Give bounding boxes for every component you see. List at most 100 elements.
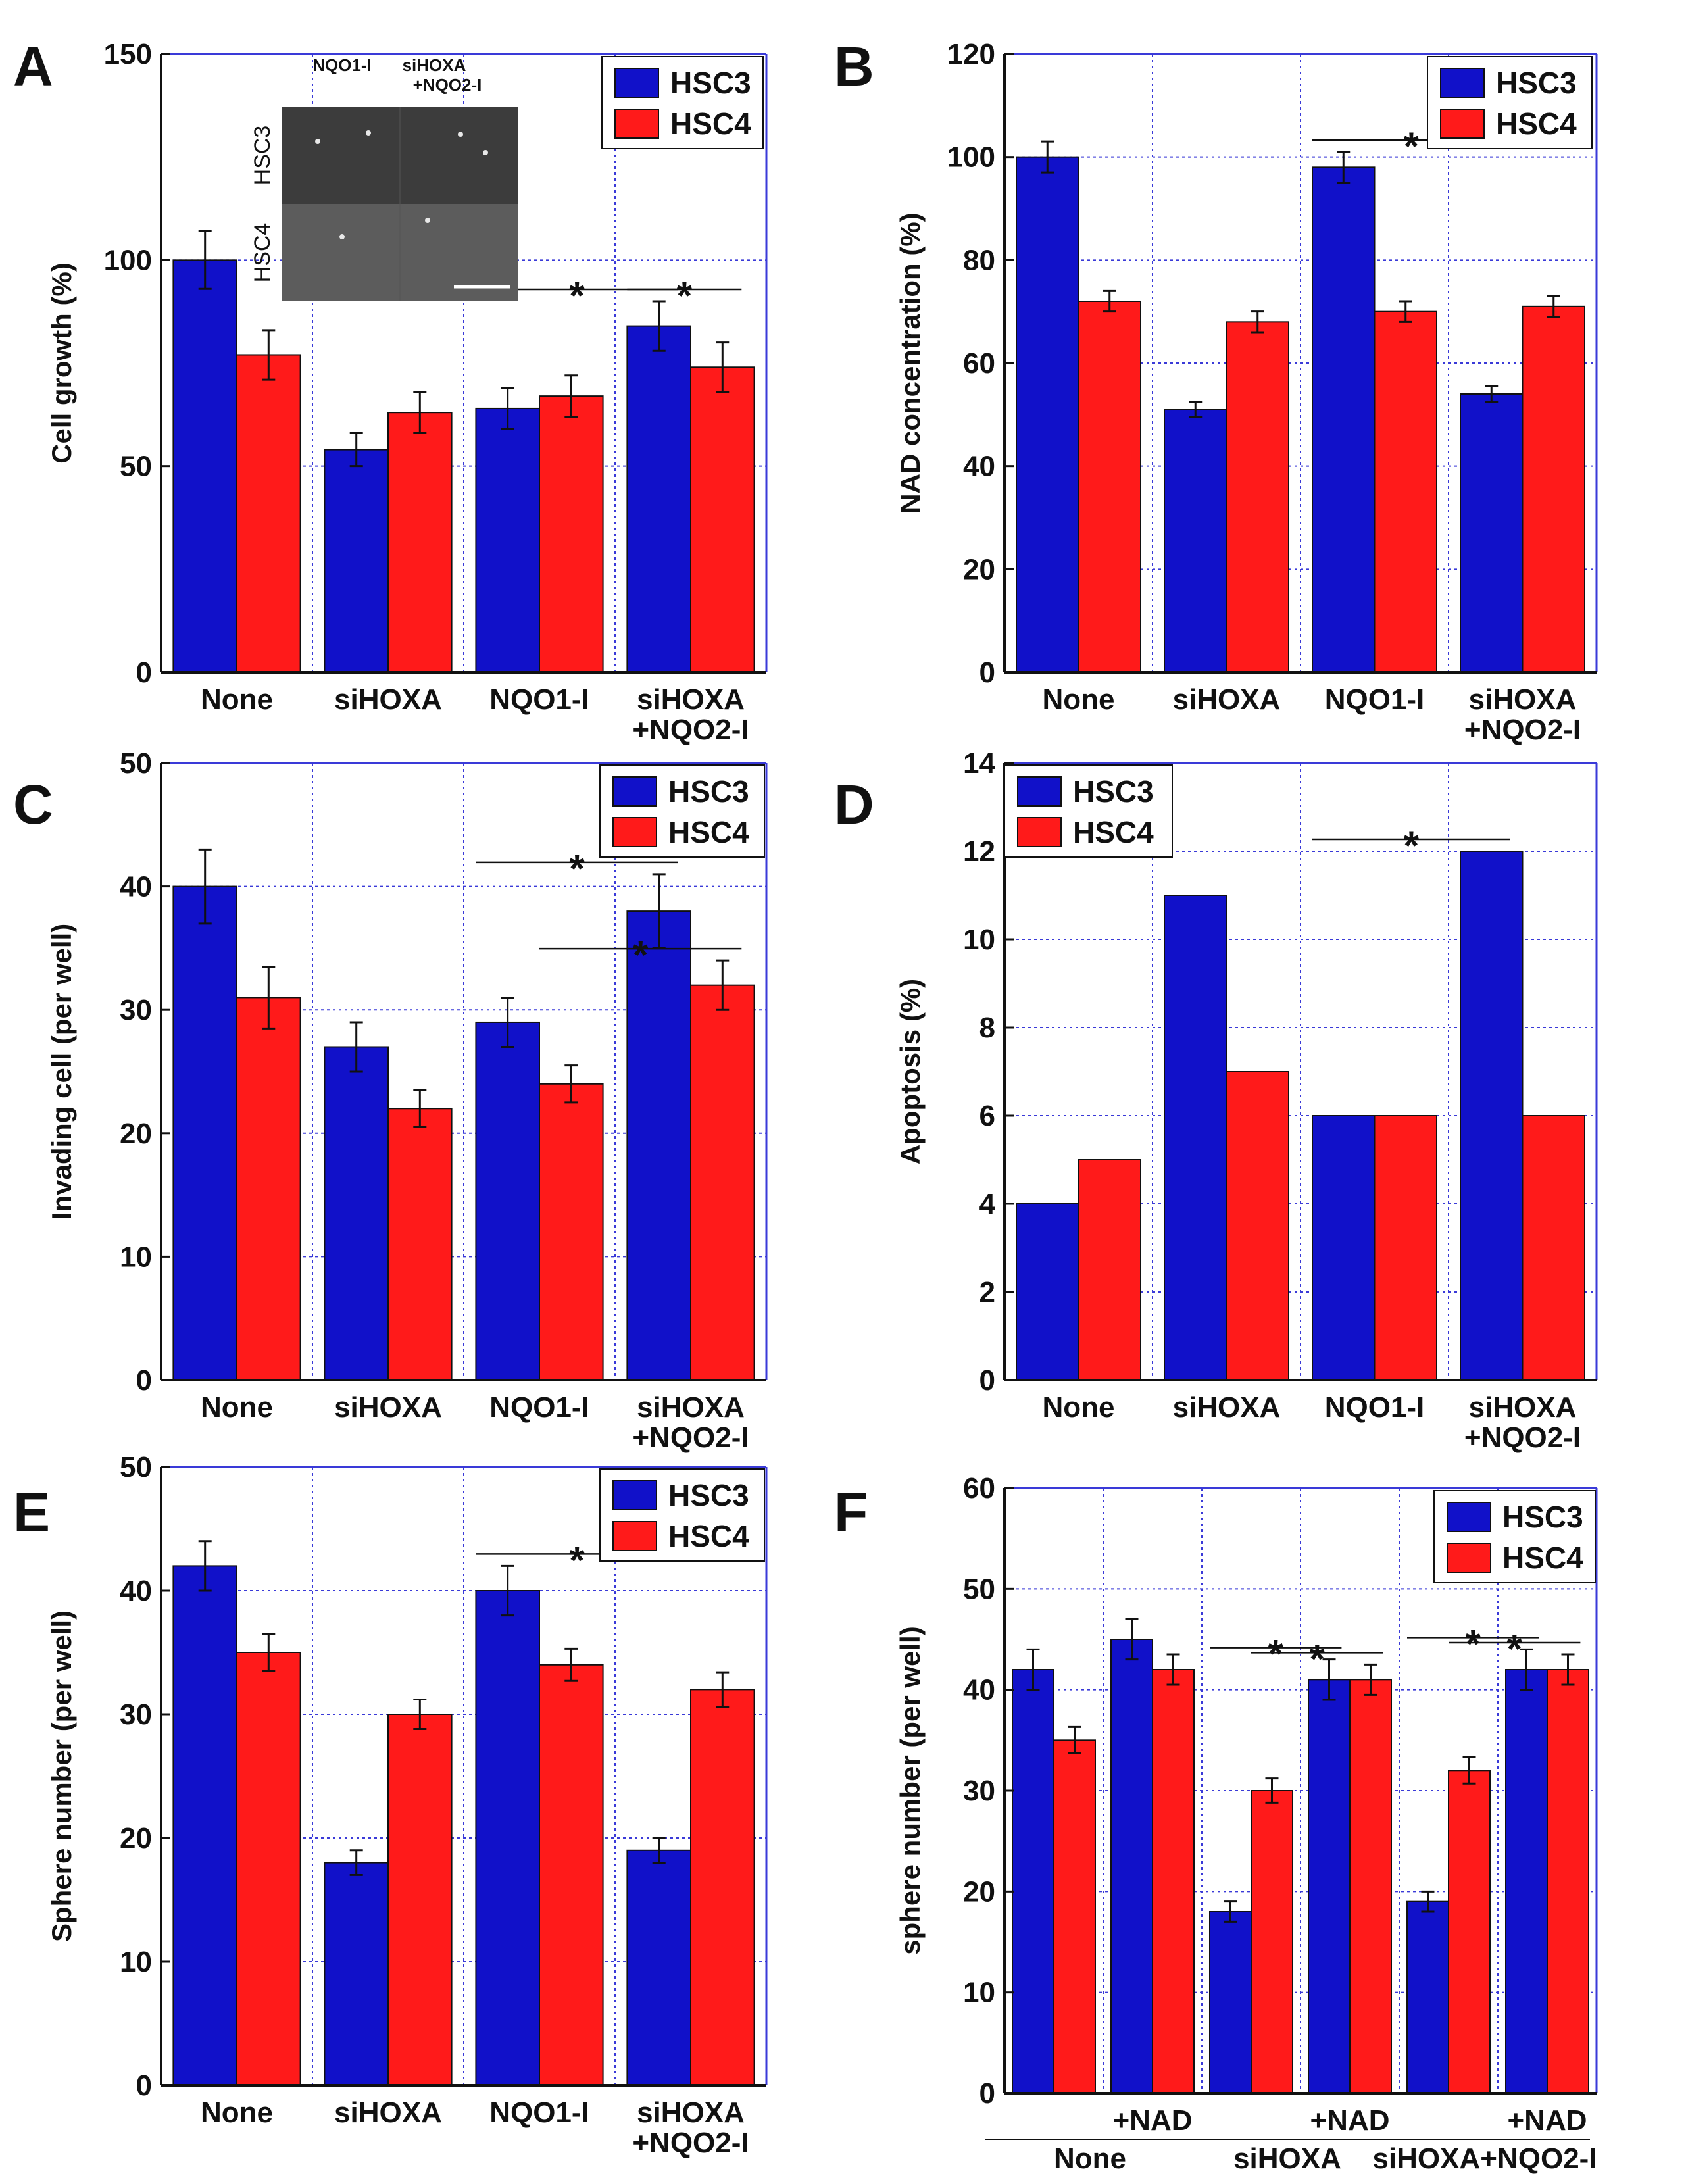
y-tick-label: 0 [979, 1364, 995, 1397]
category-label: NQO1-I [489, 2097, 589, 2129]
y-tick-label: 10 [120, 1946, 152, 1978]
bar-hsc3 [324, 1862, 389, 2087]
legend-label: HSC3 [1496, 66, 1577, 100]
legend-label: HSC4 [1073, 815, 1154, 849]
bar-hsc4 [1078, 1159, 1141, 1381]
bar-hsc4 [539, 395, 604, 674]
y-tick-label: 30 [120, 1699, 152, 1731]
category-label: None [201, 2097, 273, 2129]
y-tick-label: 10 [120, 1241, 152, 1273]
bar-hsc4 [1522, 305, 1585, 674]
bar-hsc4 [387, 412, 453, 673]
panel-letter: E [13, 1481, 50, 1543]
bar-hsc4 [236, 1652, 301, 2086]
y-tick-label: 20 [963, 1875, 995, 1908]
legend-swatch-hsc3 [612, 776, 657, 807]
bar-hsc3 [1012, 1669, 1054, 2094]
bar-hsc4 [690, 366, 755, 673]
y-tick-label: 100 [104, 244, 152, 276]
legend-swatch-hsc4 [1017, 817, 1062, 847]
legend-label: HSC4 [1496, 107, 1577, 141]
bar-hsc4 [690, 1689, 755, 2086]
y-tick-label: 150 [104, 38, 152, 70]
significance-star: * [569, 847, 585, 891]
significance-star: * [1404, 824, 1420, 868]
y-axis-label: NAD concentration (%) [895, 212, 926, 513]
bar-hsc3 [475, 407, 541, 674]
bar-hsc4 [1448, 1770, 1491, 2094]
legend-label: HSC3 [1502, 1500, 1583, 1534]
y-tick-label: 20 [120, 1118, 152, 1150]
panel-letter: C [13, 774, 53, 835]
category-label: siHOXA [637, 2097, 745, 2129]
group-label: siHOXA [1233, 2143, 1341, 2175]
y-axis-label: Apoptosis (%) [895, 979, 926, 1164]
bar-hsc4 [387, 1714, 453, 2086]
y-tick-label: 40 [963, 1674, 995, 1706]
y-tick-label: 10 [963, 924, 995, 956]
y-tick-label: 50 [963, 1573, 995, 1605]
inset-col-label: NQO1-I [312, 55, 372, 75]
legend-swatch-hsc4 [612, 817, 657, 847]
y-tick-label: 8 [979, 1012, 995, 1044]
bar-hsc3 [475, 1590, 541, 2086]
y-tick-label: 2 [979, 1276, 995, 1308]
bar-hsc3 [1164, 895, 1227, 1381]
inset-row-label: HSC3 [250, 126, 275, 186]
category-label: siHOXA [1173, 1391, 1281, 1424]
panel-F: F 0 10 20 30 40 50 60 sphere number (per well) +N… [834, 1472, 1598, 2175]
bar-hsc3 [626, 325, 692, 674]
legend-swatch-hsc3 [1440, 68, 1485, 98]
category-label: None [1043, 683, 1115, 716]
bar-hsc3 [1312, 166, 1376, 674]
legend-label: HSC3 [1073, 774, 1154, 808]
bar-hsc3 [1164, 409, 1227, 673]
legend-label: HSC3 [670, 66, 751, 100]
significance-star: * [1466, 1622, 1481, 1666]
inset-col-label: siHOXA [403, 55, 466, 75]
bar-hsc3 [1308, 1679, 1351, 2094]
category-label: siHOXA [637, 1391, 745, 1424]
bar-hsc4 [1374, 1115, 1437, 1381]
category-label: +NAD [1507, 2104, 1587, 2137]
y-tick-label: 0 [979, 2077, 995, 2110]
panel-D: D 0 2 4 6 8 10 12 14 Apoptosis (%) None siHOXA NQO1-… [834, 747, 1598, 1454]
y-tick-label: 20 [963, 553, 995, 585]
y-tick-label: 10 [963, 1977, 995, 2009]
y-tick-label: 50 [120, 747, 152, 780]
category-label: +NQO2-I [632, 2127, 749, 2159]
bar-hsc3 [172, 885, 237, 1381]
y-axis-label: Cell growth (%) [46, 262, 77, 464]
bar-hsc3 [324, 1046, 389, 1381]
bar-hsc3 [324, 449, 389, 673]
bar-hsc3 [1460, 393, 1524, 673]
inset-cell [458, 132, 463, 137]
legend: HSC3 HSC4 [1433, 1490, 1596, 1583]
y-tick-label: 0 [136, 1364, 152, 1397]
bar-hsc3 [626, 1849, 692, 2087]
category-label: NQO1-I [489, 683, 589, 716]
bar-hsc4 [690, 984, 755, 1381]
group-label: None [1054, 2143, 1126, 2175]
y-tick-label: 40 [120, 871, 152, 903]
bar-hsc4 [387, 1108, 453, 1381]
significance-star: * [677, 274, 693, 318]
y-tick-label: 50 [120, 451, 152, 483]
bar-hsc4 [236, 354, 301, 673]
y-tick-label: 6 [979, 1100, 995, 1132]
inset-col-label: +NQO2-I [413, 75, 482, 95]
category-label: None [1043, 1391, 1115, 1424]
panel-B: B 0 20 40 60 80 100 120 NAD concentration (%) Non… [834, 36, 1598, 746]
legend-swatch-hsc4 [1440, 109, 1485, 139]
legend-label: HSC4 [668, 815, 749, 849]
bar-hsc4 [1251, 1790, 1293, 2094]
significance-star: * [1268, 1632, 1284, 1676]
y-tick-label: 30 [963, 1775, 995, 1807]
inset-cell [315, 139, 320, 144]
y-tick-label: 30 [120, 994, 152, 1026]
bar-hsc4 [1374, 310, 1437, 673]
legend-swatch-hsc4 [614, 109, 659, 139]
y-tick-label: 0 [979, 657, 995, 689]
